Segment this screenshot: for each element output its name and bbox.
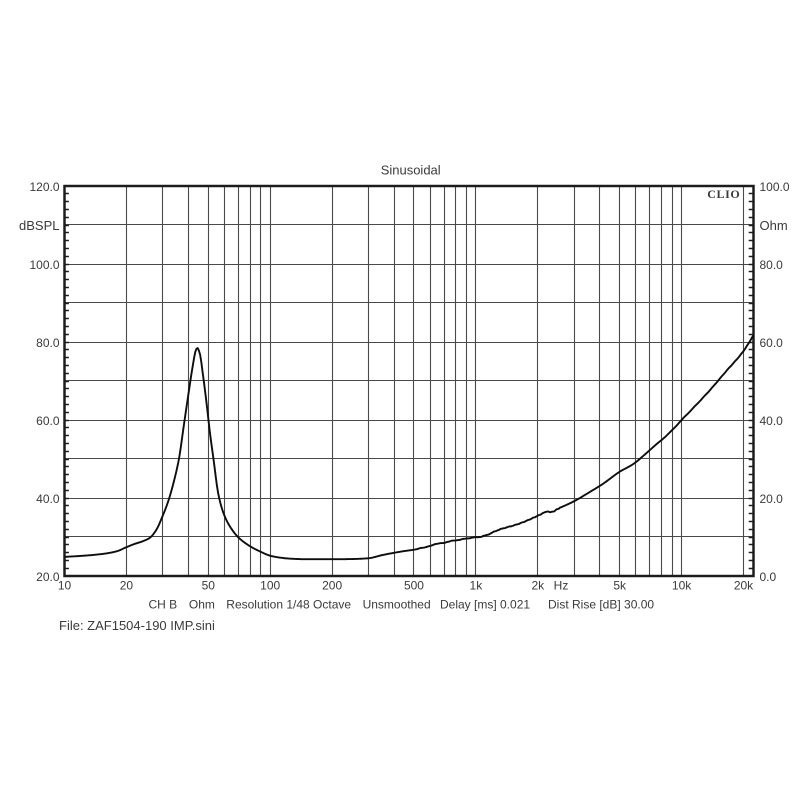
svg-text:dBSPL: dBSPL [19, 218, 59, 233]
svg-text:500: 500 [404, 579, 424, 593]
svg-text:60.0: 60.0 [760, 336, 784, 350]
svg-text:CLIO: CLIO [707, 187, 740, 201]
svg-text:50: 50 [202, 579, 216, 593]
svg-text:10: 10 [58, 579, 72, 593]
svg-text:5k: 5k [613, 579, 627, 593]
svg-text:Sinusoidal: Sinusoidal [381, 162, 441, 177]
svg-text:1k: 1k [470, 579, 484, 593]
svg-text:200: 200 [322, 579, 342, 593]
svg-text:Delay [ms] 0.021: Delay [ms] 0.021 [440, 598, 530, 612]
svg-text:120.0: 120.0 [29, 180, 59, 194]
svg-text:CH B: CH B [149, 598, 178, 612]
svg-text:2k: 2k [531, 579, 545, 593]
svg-text:Ohm: Ohm [189, 598, 215, 612]
svg-text:80.0: 80.0 [760, 258, 784, 272]
svg-text:80.0: 80.0 [36, 336, 60, 350]
svg-text:Ohm: Ohm [760, 218, 788, 233]
svg-text:Unsmoothed: Unsmoothed [363, 598, 431, 612]
svg-text:40.0: 40.0 [760, 414, 784, 428]
svg-text:100.0: 100.0 [760, 180, 790, 194]
svg-text:File: ZAF1504-190 IMP.sini: File: ZAF1504-190 IMP.sini [59, 618, 215, 633]
svg-text:100: 100 [260, 579, 280, 593]
svg-text:20k: 20k [734, 579, 754, 593]
svg-text:20: 20 [120, 579, 134, 593]
svg-text:10k: 10k [672, 579, 692, 593]
svg-text:20.0: 20.0 [760, 492, 784, 506]
svg-text:Dist Rise [dB] 30.00: Dist Rise [dB] 30.00 [548, 598, 654, 612]
svg-text:20.0: 20.0 [36, 570, 60, 584]
svg-text:60.0: 60.0 [36, 414, 60, 428]
svg-text:40.0: 40.0 [36, 492, 60, 506]
svg-text:0.0: 0.0 [760, 570, 777, 584]
svg-text:Hz: Hz [554, 579, 569, 593]
svg-text:100.0: 100.0 [29, 258, 59, 272]
svg-text:Resolution 1/48 Octave: Resolution 1/48 Octave [226, 598, 351, 612]
